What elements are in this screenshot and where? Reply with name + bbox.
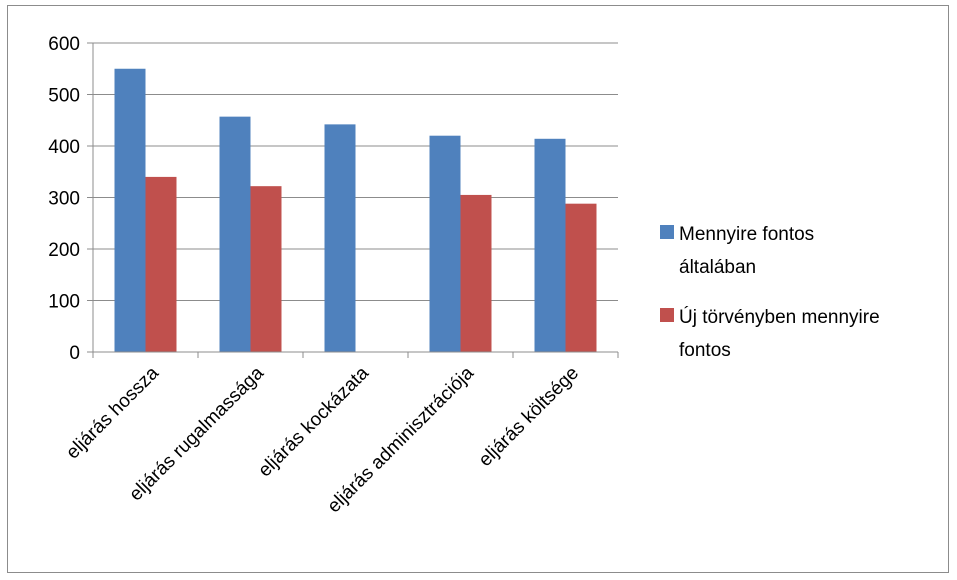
bar <box>220 117 251 352</box>
y-tick-label: 400 <box>48 137 80 158</box>
bar <box>325 124 356 352</box>
bar <box>461 195 492 352</box>
bars <box>115 69 597 352</box>
y-tick-label: 200 <box>48 240 80 261</box>
legend-label: Új törvényben mennyire <box>679 306 880 328</box>
y-tick-label: 300 <box>48 189 80 210</box>
y-tick-label: 0 <box>69 343 80 364</box>
bar <box>566 204 597 352</box>
x-category-label: eljárás kockázata <box>254 362 373 481</box>
bar <box>251 186 282 352</box>
x-category-label: eljárás költsége <box>475 363 583 471</box>
y-tick-label: 100 <box>48 292 80 313</box>
legend: Mennyire fontos általában Új törvényben me… <box>660 224 880 361</box>
bar <box>146 177 177 352</box>
x-category-label: eljárás hossza <box>62 362 163 463</box>
bar <box>430 136 461 352</box>
legend-label: Mennyire fontos <box>679 224 814 245</box>
y-tick-label: 500 <box>48 86 80 107</box>
chart-frame: 0 100 200 300 400 500 600 eljárás hossza eljárá… <box>7 5 949 573</box>
legend-label: általában <box>679 257 756 278</box>
y-tick-labels: 0 100 200 300 400 500 600 <box>48 34 80 364</box>
legend-swatch <box>660 225 674 239</box>
bar <box>535 139 566 352</box>
legend-label: fontos <box>679 340 731 361</box>
legend-swatch <box>660 308 674 322</box>
bar <box>115 69 146 352</box>
y-tick-label: 600 <box>48 34 80 55</box>
